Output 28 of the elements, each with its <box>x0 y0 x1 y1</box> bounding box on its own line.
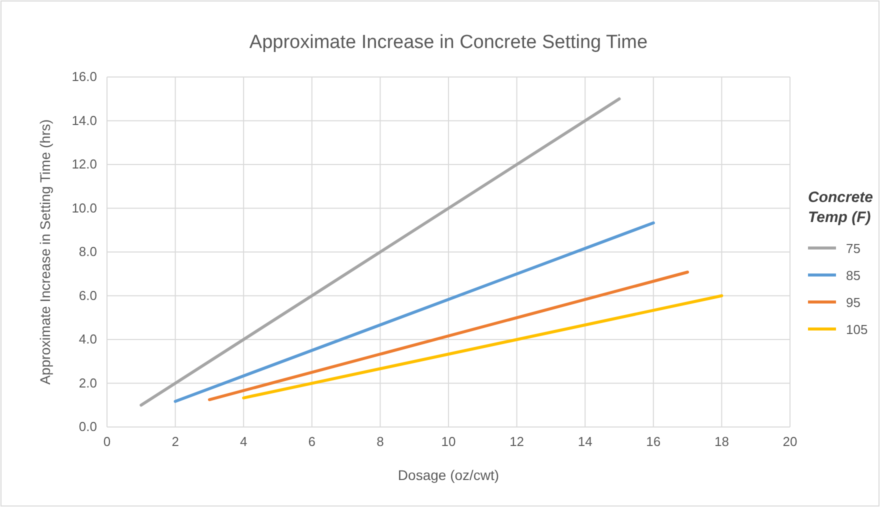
y-tick-label: 16.0 <box>72 69 97 84</box>
y-tick-label: 10.0 <box>72 200 97 216</box>
y-axis-title: Approximate Increase in Setting Time (hrs) <box>37 119 53 385</box>
chart-title: Approximate Increase in Concrete Setting Time <box>249 32 648 53</box>
x-tick-label: 4 <box>240 434 248 450</box>
y-tick-label: 6.0 <box>78 288 97 303</box>
x-tick-label: 14 <box>578 434 592 450</box>
y-tick-label: 12.0 <box>72 156 97 172</box>
x-tick-label: 20 <box>782 434 798 450</box>
legend-title: Concrete Temp (F) <box>808 189 874 226</box>
x-tick-label: 12 <box>510 434 524 450</box>
x-tick-label: 8 <box>376 434 384 450</box>
legend-label: 105 <box>846 322 868 337</box>
y-tick-label: 8.0 <box>78 244 97 260</box>
legend-label: 95 <box>846 295 860 310</box>
y-tick-label: 2.0 <box>78 375 97 390</box>
x-tick-label: 2 <box>172 434 179 450</box>
y-tick-label: 14.0 <box>72 112 97 128</box>
x-tick-label: 18 <box>714 434 729 450</box>
x-tick-label: 6 <box>308 434 316 450</box>
x-tick-label: 16 <box>646 434 661 450</box>
x-tick-label: 10 <box>441 434 456 450</box>
x-tick-label: 0 <box>103 434 111 450</box>
y-tick-label: 0.0 <box>78 419 97 434</box>
legend-label: 85 <box>846 268 860 283</box>
legend-label: 75 <box>846 241 860 256</box>
x-axis-title: Dosage (oz/cwt) <box>398 467 500 483</box>
y-tick-label: 4.0 <box>78 332 97 347</box>
